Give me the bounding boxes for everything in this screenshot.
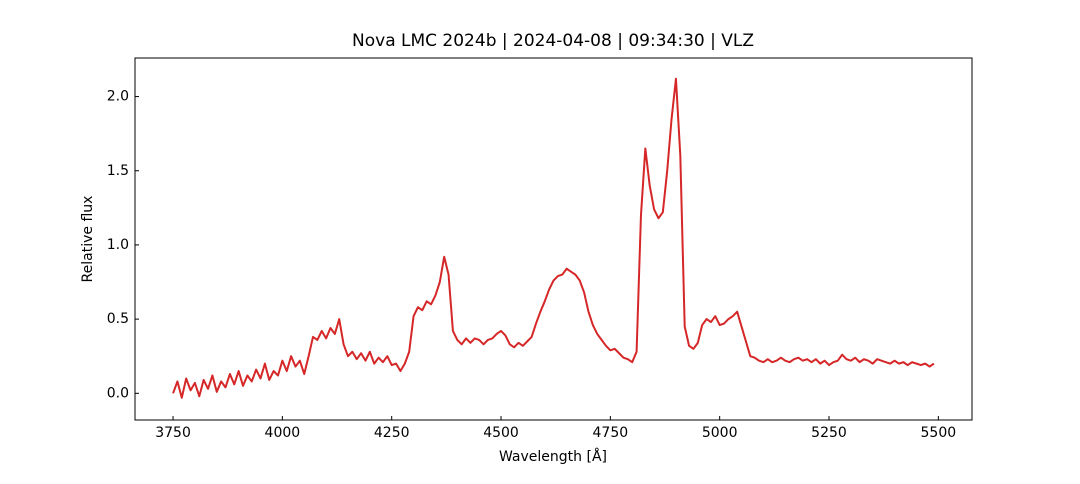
y-tick-label: 0.0 [107,385,129,401]
x-tick-label: 4250 [374,425,410,441]
chart-title: Nova LMC 2024b | 2024-04-08 | 09:34:30 |… [352,31,754,51]
y-tick-label: 1.5 [107,163,129,179]
spectrum-line [172,77,935,399]
x-tick-label: 5250 [811,425,847,441]
x-tick-label: 4500 [483,425,519,441]
y-tick-label: 0.5 [107,311,129,327]
y-tick-label: 1.0 [107,237,129,253]
x-tick-label: 5000 [702,425,738,441]
x-tick-label: 3750 [155,425,191,441]
y-axis-label: Relative flux [80,196,96,283]
x-tick-label: 4000 [265,425,301,441]
x-tick-label: 5500 [921,425,957,441]
plot-frame [134,57,973,421]
x-axis-label: Wavelength [Å] [499,448,607,465]
x-tick-label: 4750 [593,425,629,441]
y-tick-label: 2.0 [107,89,129,105]
